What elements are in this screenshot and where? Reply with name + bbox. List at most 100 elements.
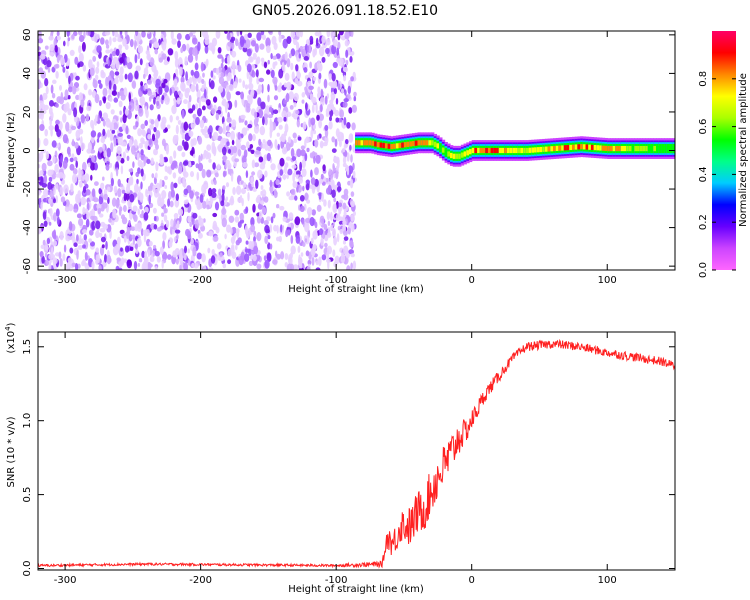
noise-speckle [328, 120, 333, 130]
noise-speckle [284, 253, 289, 260]
noise-speckle [50, 254, 56, 259]
noise-speckle [280, 251, 285, 260]
noise-speckle [91, 123, 95, 131]
noise-speckle [99, 246, 105, 256]
noise-speckle [301, 218, 305, 225]
noise-speckle [297, 136, 302, 141]
noise-speckle [295, 64, 299, 72]
noise-speckle [138, 107, 144, 117]
noise-speckle [325, 47, 330, 55]
noise-speckle [137, 167, 141, 175]
signal-cell [365, 140, 370, 146]
noise-speckle [161, 138, 166, 147]
noise-speckle [96, 138, 100, 143]
noise-speckle [344, 31, 350, 40]
noise-speckle [102, 119, 106, 127]
noise-speckle [77, 63, 81, 68]
noise-speckle [68, 203, 74, 212]
noise-speckle [38, 67, 43, 73]
noise-speckle [190, 123, 195, 130]
noise-speckle [174, 198, 180, 208]
noise-speckle [117, 178, 121, 187]
noise-speckle [65, 121, 70, 132]
noise-speckle [52, 79, 57, 85]
noise-speckle [239, 35, 245, 45]
noise-speckle [184, 88, 190, 99]
noise-speckle [152, 207, 157, 214]
noise-speckle [53, 240, 57, 247]
noise-speckle [135, 121, 139, 128]
snr-multiplier: (x104) [4, 322, 17, 353]
noise-speckle [330, 224, 334, 232]
noise-speckle [353, 96, 357, 102]
noise-speckle [350, 214, 355, 222]
noise-speckle [192, 153, 196, 159]
noise-speckle [292, 264, 299, 270]
noise-speckle [115, 243, 121, 251]
noise-speckle [141, 250, 145, 258]
noise-speckle [218, 76, 225, 85]
noise-speckle [109, 122, 115, 130]
signal-cell [436, 143, 440, 149]
noise-speckle [49, 100, 54, 107]
noise-speckle [266, 69, 271, 75]
noise-speckle [48, 221, 52, 226]
noise-speckle [51, 140, 57, 148]
noise-speckle [170, 218, 174, 228]
noise-speckle [246, 63, 252, 73]
noise-speckle [206, 144, 212, 152]
noise-speckle [264, 259, 270, 269]
noise-speckle [145, 188, 148, 198]
noise-speckle [342, 202, 347, 210]
noise-speckle [241, 188, 246, 195]
noise-speckle [68, 86, 73, 93]
noise-speckle [238, 78, 242, 83]
noise-speckle [318, 119, 322, 129]
noise-speckle [241, 127, 248, 136]
noise-speckle [286, 36, 292, 45]
noise-speckle [68, 75, 71, 85]
noise-speckle [211, 37, 218, 47]
noise-speckle [164, 208, 168, 214]
signal-cell [653, 145, 657, 152]
noise-speckle [135, 31, 139, 37]
noise-speckle [353, 91, 357, 97]
noise-speckle [189, 221, 193, 228]
noise-speckle [342, 156, 347, 164]
noise-speckle [335, 117, 340, 123]
noise-speckle [43, 138, 49, 147]
noise-speckle [207, 152, 212, 160]
noise-speckle [144, 105, 148, 115]
noise-speckle [262, 34, 266, 40]
noise-speckle [346, 122, 351, 129]
noise-speckle [241, 197, 244, 207]
noise-speckle [244, 33, 249, 41]
noise-speckle [308, 71, 314, 79]
noise-speckle [337, 83, 341, 91]
noise-speckle [147, 185, 153, 192]
noise-speckle [108, 80, 112, 90]
noise-speckle [231, 60, 236, 70]
noise-speckle [38, 138, 41, 148]
noise-speckle [192, 113, 197, 119]
noise-speckle [128, 139, 133, 148]
noise-speckle [86, 202, 90, 211]
snr-plot-area [38, 332, 675, 570]
noise-speckle [40, 110, 44, 120]
noise-speckle [153, 126, 157, 133]
noise-speckle [49, 44, 55, 52]
noise-speckle [302, 121, 307, 130]
signal-cell [582, 144, 587, 150]
noise-speckle [99, 227, 106, 233]
noise-speckle [303, 56, 309, 61]
noise-speckle [247, 191, 250, 202]
signal-cell [376, 142, 381, 148]
noise-speckle [77, 245, 83, 250]
noise-speckle [112, 56, 119, 64]
noise-speckle [173, 150, 177, 159]
noise-speckle [230, 173, 234, 182]
noise-speckle [137, 262, 141, 267]
noise-speckle [98, 196, 104, 205]
noise-speckle [252, 187, 257, 192]
noise-speckle [173, 78, 178, 87]
